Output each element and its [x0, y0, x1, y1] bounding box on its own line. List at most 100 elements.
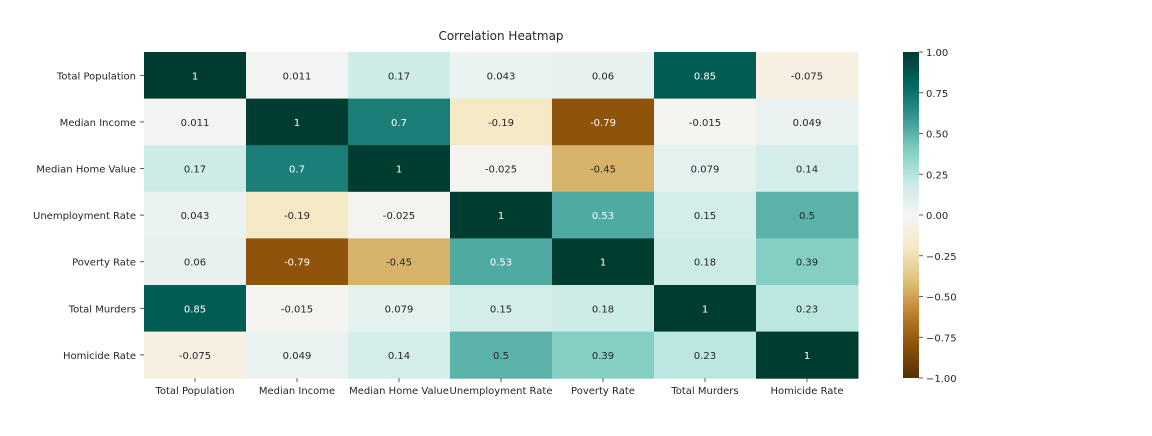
cell-value-label: 0.15	[694, 211, 716, 222]
heatmap-cell	[144, 98, 247, 146]
cell-value-label: 1	[498, 211, 504, 222]
heatmap-cell	[654, 98, 757, 146]
colorbar-tick-label: 0.50	[926, 130, 948, 141]
column-label: Unemployment Rate	[450, 386, 553, 397]
cell-value-label: 0.85	[694, 71, 716, 82]
heatmap-cell	[450, 331, 553, 379]
heatmap-cell	[144, 145, 247, 193]
row-label: Total Population	[56, 71, 136, 82]
colorbar-tick-label: 0.75	[926, 89, 948, 100]
cell-value-label: 1	[702, 304, 708, 315]
heatmap-cell	[552, 145, 655, 193]
heatmap-cell	[348, 98, 451, 146]
heatmap-cell	[348, 191, 451, 239]
heatmap-cell	[450, 52, 553, 100]
cell-value-label: 0.17	[184, 165, 206, 176]
heatmap-cell	[246, 331, 349, 379]
column-label: Total Population	[154, 386, 234, 397]
colorbar-tick-label: −0.50	[926, 293, 957, 304]
heatmap-cell	[246, 52, 349, 100]
heatmap-cell	[450, 238, 553, 286]
heatmap-cell	[552, 331, 655, 379]
cell-value-label: -0.075	[791, 71, 823, 82]
heatmap-cell	[348, 331, 451, 379]
colorbar-tick-label: −0.25	[926, 252, 957, 263]
colorbar: 1.00 0.75 0.50 0.25 0.00 −0.25 −0.50 −0.75 −1.00	[903, 48, 957, 385]
heatmap-cell	[144, 238, 247, 286]
cell-value-label: -0.79	[590, 118, 616, 129]
heatmap-cell	[552, 238, 655, 286]
cell-value-label: 0.049	[793, 118, 822, 129]
heatmap-cell	[144, 191, 247, 239]
column-label: Poverty Rate	[571, 386, 635, 397]
colorbar-tick-label: 1.00	[926, 48, 948, 59]
row-label: Median Home Value	[36, 165, 136, 176]
heatmap-cell	[552, 191, 655, 239]
cell-value-label: -0.19	[488, 118, 514, 129]
heatmap-cell	[654, 191, 757, 239]
column-label: Median Home Value	[349, 386, 449, 397]
cell-value-label: 1	[294, 118, 300, 129]
heatmap-cell	[552, 98, 655, 146]
cell-value-label: 0.049	[283, 351, 312, 362]
cell-value-label: -0.79	[284, 258, 310, 269]
cell-value-label: 0.18	[592, 304, 614, 315]
cell-value-label: 1	[192, 71, 198, 82]
colorbar-gradient	[903, 52, 919, 378]
column-label: Median Income	[259, 386, 335, 397]
cell-value-label: -0.075	[179, 351, 211, 362]
cell-value-label: 0.5	[799, 211, 815, 222]
cell-value-label: 0.043	[487, 71, 516, 82]
heatmap-cell	[348, 145, 451, 193]
heatmap-cell	[756, 98, 859, 146]
heatmap-cell	[246, 238, 349, 286]
cell-value-label: -0.015	[281, 304, 313, 315]
cell-value-label: 0.39	[796, 258, 818, 269]
cell-value-label: 0.7	[289, 165, 305, 176]
heatmap-cell	[654, 285, 757, 333]
heatmap-cell	[654, 52, 757, 100]
heatmap-cell	[756, 238, 859, 286]
cell-value-label: 0.7	[391, 118, 407, 129]
heatmap-cell	[654, 145, 757, 193]
heatmap-cell	[144, 285, 247, 333]
cell-value-label: 0.39	[592, 351, 614, 362]
heatmap-cell	[144, 331, 247, 379]
heatmap-cell	[756, 191, 859, 239]
cell-value-label: 1	[396, 165, 402, 176]
heatmap-cell	[654, 238, 757, 286]
heatmap-cell	[756, 52, 859, 100]
cell-value-label: 0.079	[691, 165, 720, 176]
cell-value-label: -0.025	[383, 211, 415, 222]
cell-value-label: 0.011	[181, 118, 210, 129]
heatmap-cell	[756, 331, 859, 379]
cell-value-label: -0.015	[689, 118, 721, 129]
row-label: Median Income	[60, 118, 136, 129]
cell-value-label: 0.043	[181, 211, 210, 222]
heatmap-cell	[450, 145, 553, 193]
row-label: Total Murders	[68, 304, 136, 315]
heatmap-cell	[756, 145, 859, 193]
cell-value-label: 0.23	[694, 351, 716, 362]
heatmap-cell	[450, 191, 553, 239]
heatmap-cell	[348, 238, 451, 286]
heatmap-cell	[552, 285, 655, 333]
cell-value-label: 0.18	[694, 258, 716, 269]
chart-title: Correlation Heatmap	[438, 29, 563, 43]
cell-value-label: 0.079	[385, 304, 414, 315]
row-label: Unemployment Rate	[33, 211, 136, 222]
heatmap-cell	[450, 285, 553, 333]
cell-value-label: -0.45	[386, 258, 412, 269]
cell-value-label: 0.14	[796, 165, 818, 176]
cell-value-label: -0.45	[590, 165, 616, 176]
cell-value-label: 0.85	[184, 304, 206, 315]
cell-value-label: 0.53	[490, 258, 512, 269]
column-labels: Total Population Median Income Median Home…	[154, 378, 844, 397]
colorbar-tick-label: 0.00	[926, 211, 948, 222]
cell-value-label: 0.5	[493, 351, 509, 362]
colorbar-tick-label: −1.00	[926, 374, 957, 385]
cell-value-label: 1	[600, 258, 606, 269]
heatmap-cell	[450, 98, 553, 146]
